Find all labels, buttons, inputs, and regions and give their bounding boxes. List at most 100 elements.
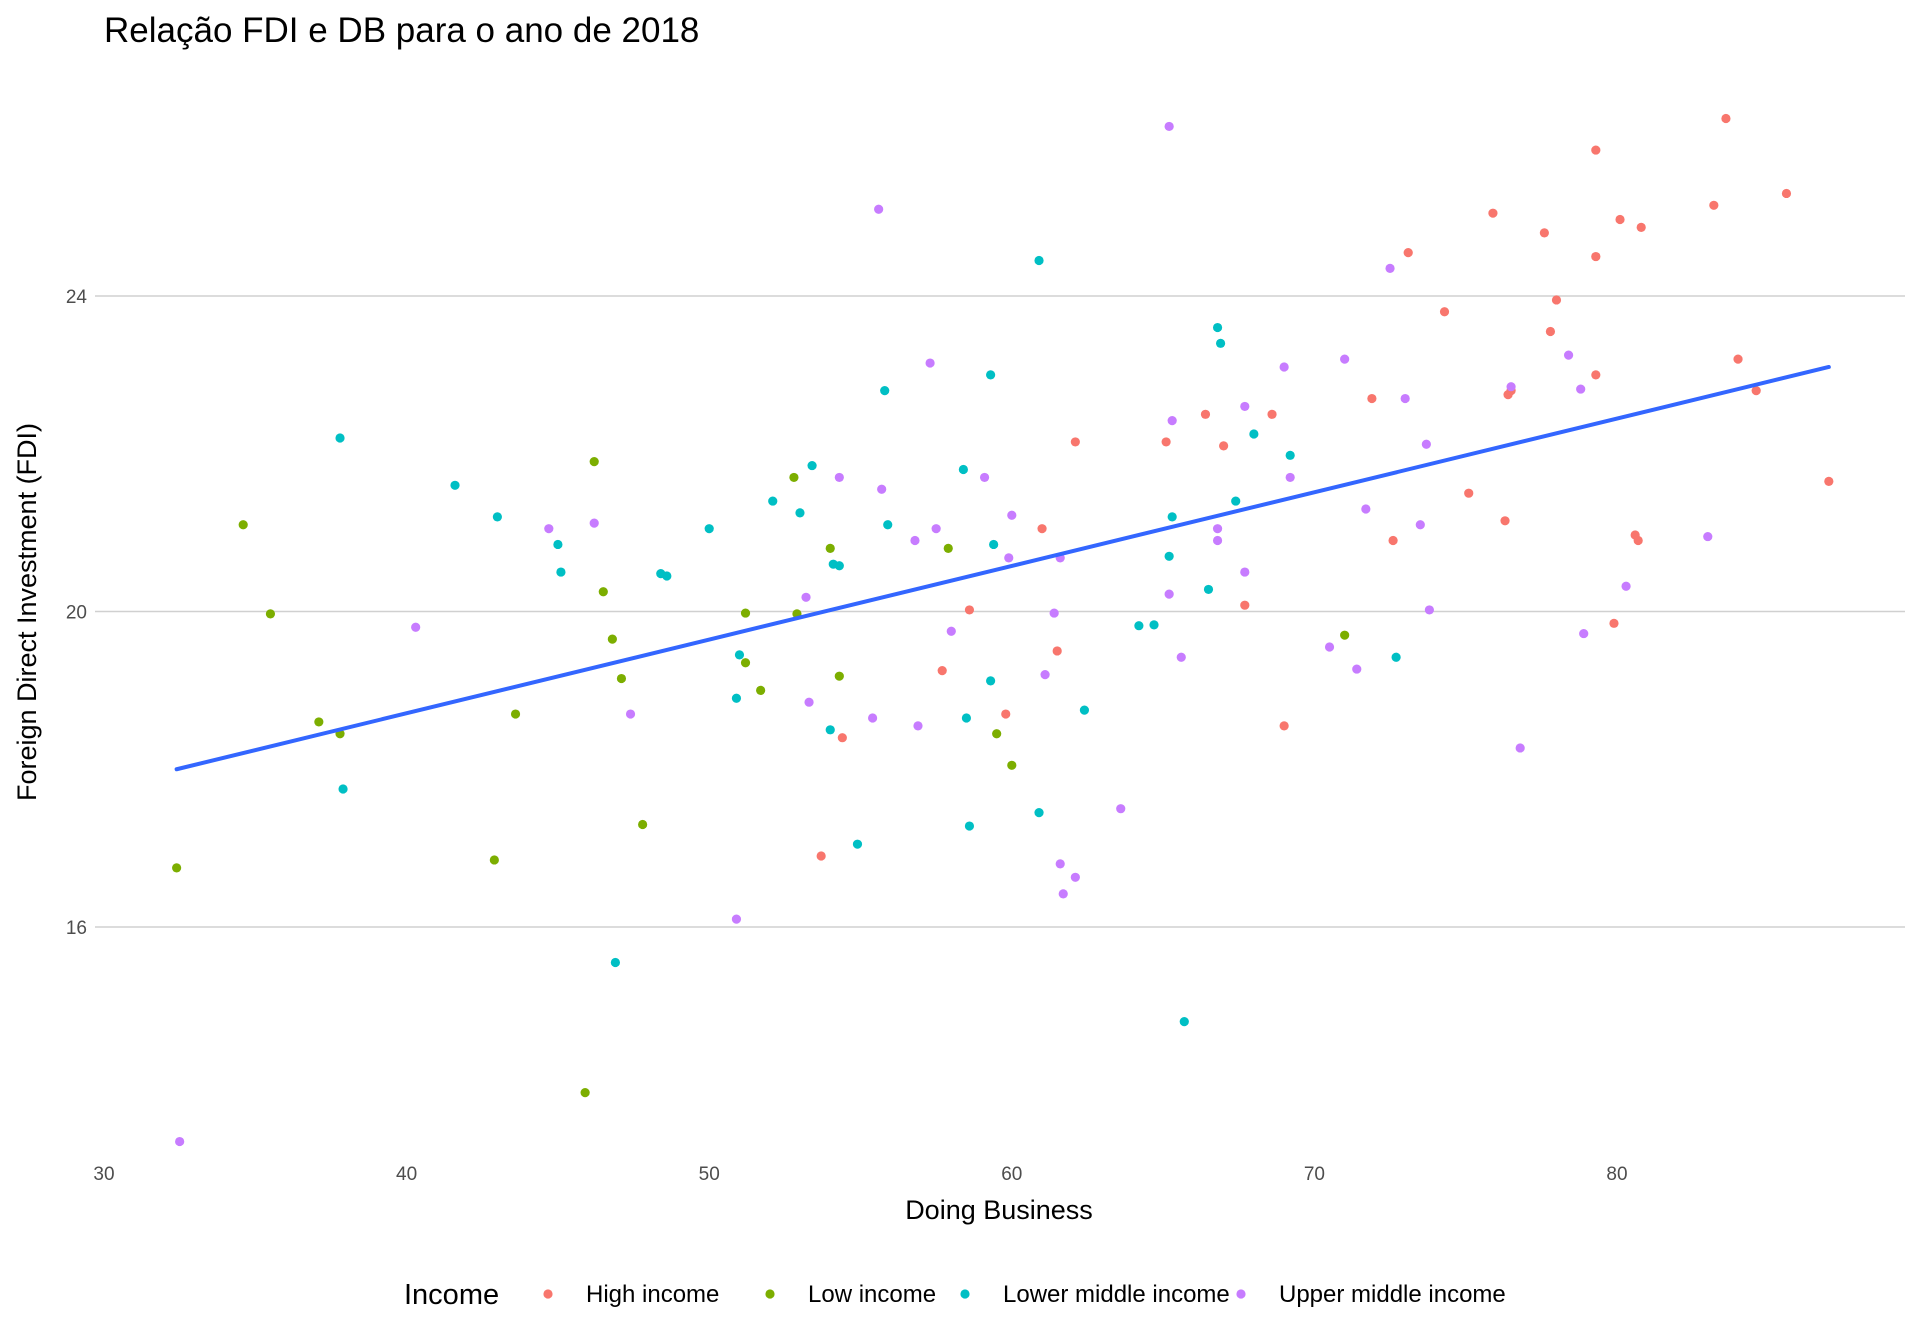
data-point [450, 480, 460, 490]
data-point [992, 729, 1002, 739]
legend-key [960, 1289, 970, 1299]
data-point [1279, 362, 1289, 372]
data-point [314, 717, 324, 727]
data-point [1249, 429, 1259, 439]
data-point [1415, 520, 1425, 530]
legend-label: Lower middle income [1003, 1281, 1230, 1308]
data-point [1515, 743, 1525, 753]
data-point [1721, 113, 1731, 124]
data-point [1385, 263, 1395, 273]
data-point [338, 784, 348, 794]
y-tick-label: 16 [66, 918, 87, 939]
y-axis-tick-labels: 16 20 24 [66, 287, 88, 939]
x-tick-label: 70 [1304, 1164, 1325, 1185]
legend-item: High income [543, 1281, 719, 1308]
chart-title: Relação FDI e DB para o ano de 2018 [104, 11, 699, 50]
data-point [734, 650, 745, 660]
data-point [544, 524, 554, 534]
data-point [1563, 350, 1574, 360]
legend-label: Upper middle income [1279, 1281, 1506, 1308]
legend-key [765, 1289, 775, 1299]
data-point [877, 484, 887, 494]
data-point [1164, 121, 1174, 132]
data-point [946, 626, 956, 636]
data-point [1212, 524, 1223, 534]
data-point [625, 709, 636, 719]
data-point [1240, 401, 1250, 412]
data-point [958, 464, 968, 475]
data-point [1709, 200, 1719, 210]
data-point [1240, 600, 1250, 610]
data-point [1340, 630, 1350, 640]
data-point [1391, 652, 1401, 662]
data-point [880, 386, 890, 396]
data-point [1070, 872, 1080, 882]
data-point [789, 472, 799, 483]
data-point [238, 520, 248, 530]
data-point [1161, 437, 1171, 447]
data-point [925, 358, 935, 368]
data-point [1621, 581, 1631, 591]
data-point [1733, 354, 1743, 364]
data-point [1079, 705, 1090, 715]
data-point [1004, 553, 1014, 563]
data-point [1134, 621, 1144, 631]
data-point [1040, 670, 1050, 680]
data-point [868, 713, 878, 723]
data-point [411, 622, 421, 632]
data-point [834, 561, 844, 571]
data-point [1545, 326, 1556, 337]
data-point [731, 914, 742, 924]
data-point [1421, 439, 1431, 449]
data-point [986, 676, 996, 686]
data-point [964, 605, 975, 615]
data-point [1055, 859, 1065, 869]
data-point [1007, 760, 1017, 770]
data-point [335, 433, 345, 443]
data-point [556, 567, 566, 577]
data-point [986, 370, 996, 380]
data-point [756, 685, 766, 695]
data-point [1052, 646, 1062, 656]
data-point [1591, 370, 1601, 380]
data-point [1279, 721, 1289, 731]
data-point [704, 524, 714, 534]
data-point [1464, 488, 1474, 498]
data-point [834, 472, 844, 483]
data-points [172, 113, 1834, 1147]
data-point [598, 587, 608, 597]
series-low-income [172, 457, 1350, 1098]
data-point [265, 609, 276, 619]
data-point [1007, 510, 1017, 520]
data-point [1231, 496, 1241, 506]
data-point [1367, 393, 1377, 404]
data-point [795, 508, 805, 518]
data-point [961, 713, 972, 723]
data-point [1034, 255, 1044, 266]
legend-item: Lower middle income [960, 1281, 1230, 1308]
x-axis-title: Doing Business [905, 1195, 1093, 1225]
data-point [883, 520, 893, 530]
data-point [1503, 389, 1513, 400]
x-tick-label: 40 [396, 1164, 417, 1185]
data-point [1388, 535, 1398, 546]
data-point [638, 819, 648, 830]
data-point [1633, 535, 1643, 546]
data-point [825, 725, 835, 735]
data-point [1267, 409, 1277, 419]
data-point [492, 512, 502, 522]
data-point [1176, 652, 1186, 662]
data-point [943, 543, 953, 554]
data-point [1500, 516, 1510, 526]
data-point [834, 671, 844, 681]
data-point [1488, 208, 1498, 218]
data-point [616, 673, 627, 684]
data-point [662, 571, 672, 581]
data-point [510, 709, 521, 719]
legend-label: Low income [808, 1281, 936, 1308]
data-point [837, 733, 847, 743]
data-point [589, 518, 599, 528]
data-point [807, 460, 817, 471]
